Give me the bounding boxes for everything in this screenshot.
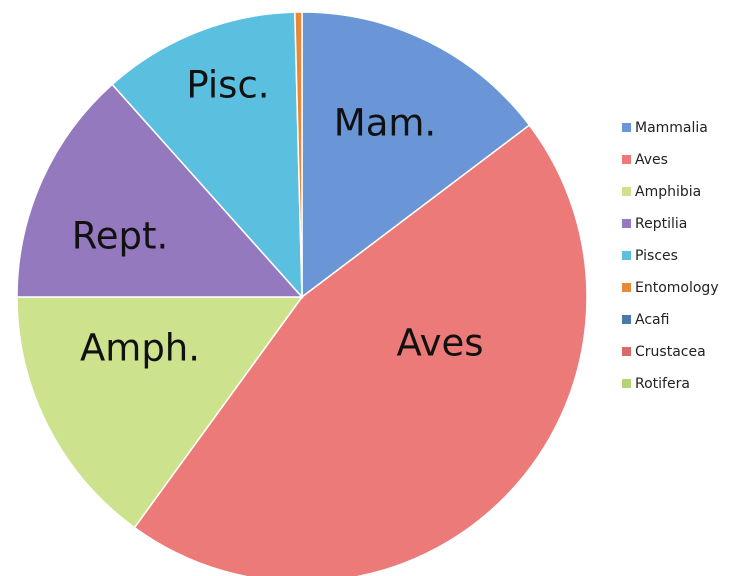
legend-text: Aves (635, 152, 668, 168)
legend-text: Mammalia (635, 120, 708, 136)
legend-swatch (622, 347, 631, 356)
slice-label: Pisc. (186, 64, 269, 107)
pie-slice (294, 11, 303, 298)
slice-label: Aves (396, 322, 483, 365)
legend-text: Entomology (635, 280, 719, 296)
legend-swatch (622, 123, 631, 132)
legend-text: Acafi (635, 312, 669, 328)
pie-slice (301, 11, 531, 299)
legend-text: Crustacea (635, 344, 706, 360)
pie-slice (111, 11, 303, 300)
legend-text: Reptilia (635, 216, 687, 232)
legend-swatch (622, 283, 631, 292)
pie-slice (16, 83, 304, 298)
legend-swatch (622, 379, 631, 388)
slice-label: Mam. (334, 102, 436, 145)
legend-swatch (622, 315, 631, 324)
legend-swatch (622, 187, 631, 196)
slice-label: Amph. (80, 327, 200, 370)
legend-swatch (622, 155, 631, 164)
legend-swatch (622, 251, 631, 260)
legend-text: Rotifera (635, 376, 690, 392)
legend-text: Pisces (635, 248, 678, 264)
pie-slice (133, 124, 588, 576)
pie-slice (16, 296, 304, 529)
legend-swatch (622, 219, 631, 228)
slice-label: Rept. (72, 215, 169, 258)
legend-text: Amphibia (635, 184, 701, 200)
